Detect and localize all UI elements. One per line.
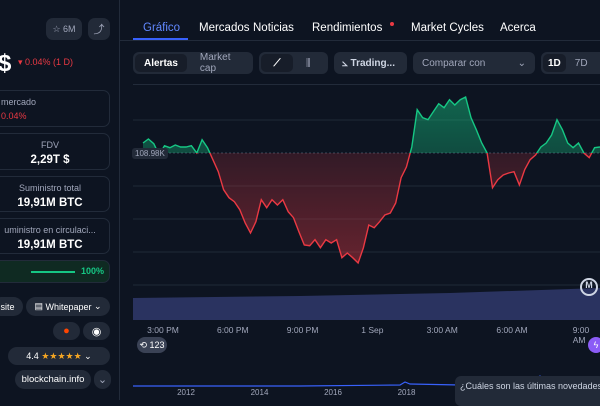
- history-badge[interactable]: ⟲ 123: [137, 337, 167, 353]
- compare-dropdown[interactable]: Comparar con ⌄: [413, 52, 535, 74]
- x-tick-label: 9:00 PM: [286, 325, 319, 335]
- coin-sidebar: ☆ 6M ⤴ $ ▾ 0.04% (1 D) mercado 0.04% FDV 2…: [0, 0, 120, 400]
- range-toggle: 1D 7D 1M: [541, 52, 600, 74]
- volume-area: [133, 288, 600, 320]
- tab-yields[interactable]: Rendimientos: [312, 22, 383, 34]
- chart-icon: ⦣: [342, 57, 351, 69]
- price-line-up-area: [143, 97, 600, 153]
- x-tick-label: 9:00 AM: [572, 325, 590, 345]
- supply-progress: 100%: [0, 260, 110, 283]
- stat-fdv: FDV 2,29T $: [0, 133, 110, 170]
- line-chart-icon[interactable]: ⟋: [261, 54, 293, 72]
- price-line-down: [157, 153, 593, 265]
- metric-toggle: Alertas Market cap: [133, 52, 253, 74]
- star-rating-icon: ★★★★★: [41, 350, 82, 361]
- star-icon: ☆: [52, 23, 64, 34]
- website-button[interactable]: site: [0, 297, 23, 316]
- x-tick-label: 3:00 AM: [426, 325, 458, 335]
- ai-prompt-popup[interactable]: ¿Cuáles son las últimas novedades: [455, 376, 600, 406]
- tradingview-button[interactable]: ⦣ Trading...: [334, 52, 407, 74]
- explorer-dropdown[interactable]: ⌄: [94, 370, 111, 389]
- notification-dot: [390, 22, 394, 26]
- alerts-button[interactable]: Alertas: [135, 54, 187, 72]
- tab-markets[interactable]: Mercados: [199, 22, 250, 34]
- reddit-button[interactable]: ●: [53, 322, 80, 340]
- stat-total-supply: Suministro total 19,91M BTC: [0, 176, 110, 212]
- candlestick-icon[interactable]: ⫼: [306, 57, 311, 69]
- stat-circulating-supply: uministro en circulaci... 19,91M BTC: [0, 218, 110, 254]
- price: $: [0, 50, 12, 77]
- tab-chart[interactable]: Gráfico: [143, 22, 181, 34]
- tab-news[interactable]: Noticias: [253, 22, 294, 34]
- document-icon: ▤: [34, 301, 46, 311]
- range-1d[interactable]: 1D: [543, 54, 566, 72]
- coinmarketcap-logo-icon: M: [580, 278, 598, 296]
- reddit-icon: ●: [63, 325, 70, 337]
- history-icon: ⟲: [139, 339, 150, 350]
- watchlist-button[interactable]: ☆ 6M: [46, 18, 82, 40]
- chevron-down-icon: ⌄: [91, 301, 102, 311]
- explorer-button[interactable]: blockchain.info: [15, 370, 91, 389]
- share-button[interactable]: ⤴: [88, 18, 110, 40]
- x-tick-label: 6:00 AM: [496, 325, 528, 335]
- divider: [120, 40, 600, 41]
- stat-market-cap: mercado 0.04%: [0, 90, 110, 127]
- baseline-label: 108.98K: [132, 148, 168, 159]
- chart-type-toggle: ⟋ ⫼: [259, 52, 328, 74]
- github-icon: ◉: [91, 325, 102, 338]
- share-icon: ⤴: [93, 24, 105, 36]
- navigator-year-label: 2012: [177, 388, 195, 397]
- x-tick-label: 6:00 PM: [216, 325, 249, 335]
- chevron-down-icon: ⌄: [97, 374, 108, 386]
- x-tick-label: 1 Sep: [361, 325, 384, 335]
- chevron-down-icon: ⌄: [84, 350, 92, 361]
- rating-button[interactable]: 4.4 ★★★★★ ⌄: [8, 347, 110, 365]
- range-7d[interactable]: 7D: [574, 57, 588, 69]
- navigator-year-label: 2018: [397, 388, 416, 397]
- price-change: ▾ 0.04% (1 D): [18, 57, 74, 67]
- whitepaper-button[interactable]: ▤ Whitepaper ⌄: [26, 297, 110, 316]
- navigator-year-label: 2016: [324, 388, 342, 397]
- price-line-down-area: [143, 153, 600, 263]
- github-button[interactable]: ◉: [83, 322, 110, 340]
- chevron-down-icon: ⌄: [517, 57, 526, 69]
- divider: [133, 84, 600, 85]
- tab-about[interactable]: Acerca: [500, 22, 536, 34]
- navigator-year-label: 2014: [250, 388, 269, 397]
- market-cap-button[interactable]: Market cap: [199, 52, 231, 74]
- lightning-icon[interactable]: ϟ: [588, 337, 600, 353]
- x-tick-label: 3:00 PM: [147, 325, 179, 335]
- progress-bar: [31, 271, 75, 273]
- active-tab-indicator: [133, 38, 188, 40]
- tab-market-cycles[interactable]: Market Cycles: [411, 22, 484, 34]
